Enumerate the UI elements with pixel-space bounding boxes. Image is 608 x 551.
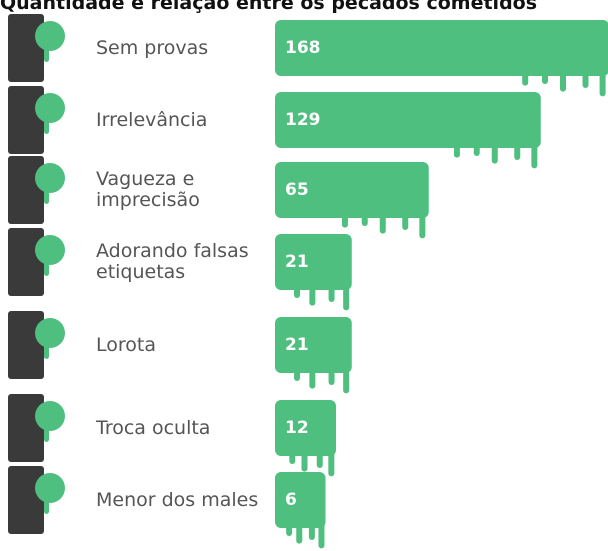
- icon: [8, 466, 44, 534]
- chart-title: Quantidade e relação entre os pecados co…: [0, 0, 538, 14]
- icon-badge: [35, 235, 65, 265]
- category-label: Lorota: [96, 333, 156, 356]
- drip: [343, 367, 350, 394]
- bar: [275, 20, 608, 76]
- drip: [419, 212, 426, 239]
- value-label: 21: [285, 252, 309, 272]
- icon: [8, 394, 44, 462]
- icon-badge: [35, 473, 65, 503]
- drip: [328, 450, 335, 477]
- value-label: 21: [285, 335, 309, 355]
- drip: [491, 142, 498, 164]
- icon-badge: [35, 163, 65, 193]
- value-label: 168: [285, 38, 321, 58]
- drip: [341, 212, 348, 228]
- drip: [289, 450, 296, 464]
- bar: [275, 234, 352, 290]
- value-label: 12: [285, 418, 309, 438]
- drip: [343, 284, 350, 311]
- category-label: Menor dos males: [96, 488, 259, 511]
- drip: [560, 70, 566, 92]
- bar: [275, 92, 541, 148]
- drip: [286, 522, 293, 536]
- drip: [582, 70, 589, 88]
- icon-drip: [44, 48, 49, 62]
- icon: [8, 228, 44, 296]
- icon-badge: [35, 318, 65, 348]
- category-label: Vagueza e imprecisão: [96, 168, 200, 211]
- drip: [296, 522, 303, 544]
- drip: [542, 70, 548, 84]
- category-label: Irrelevância: [96, 108, 208, 131]
- category-label: Adorando falsas etiquetas: [96, 240, 249, 283]
- drip: [514, 142, 521, 160]
- bar: [275, 472, 326, 528]
- icon-drip: [44, 500, 49, 514]
- icon-badge: [35, 401, 65, 431]
- icon-drip: [44, 345, 49, 359]
- drip: [379, 212, 386, 234]
- drip: [294, 367, 301, 381]
- icon-badge: [35, 21, 65, 51]
- drip: [522, 70, 529, 86]
- bar: [275, 162, 429, 218]
- category-label: Sem provas: [96, 36, 209, 59]
- drip: [294, 284, 301, 298]
- icon-drip: [44, 190, 49, 204]
- drip: [309, 284, 316, 306]
- drip: [316, 450, 323, 468]
- drip: [309, 367, 316, 389]
- drip: [531, 142, 538, 169]
- drip: [453, 142, 460, 158]
- drip: [599, 70, 606, 97]
- drip: [402, 212, 409, 230]
- icon: [8, 86, 44, 154]
- icon-badge: [35, 93, 65, 123]
- icon: [8, 14, 44, 82]
- drip: [473, 142, 480, 156]
- drip: [361, 212, 368, 226]
- drip: [308, 522, 315, 540]
- category-label: Troca oculta: [96, 416, 211, 439]
- drip: [328, 284, 335, 302]
- drip: [301, 450, 308, 472]
- drip: [318, 522, 325, 549]
- value-label: 129: [285, 110, 321, 130]
- value-label: 65: [285, 180, 309, 200]
- icon: [8, 156, 44, 224]
- bar: [275, 317, 352, 373]
- drip: [328, 367, 335, 385]
- value-label: 6: [285, 490, 297, 510]
- icon: [8, 311, 44, 379]
- icon-drip: [44, 428, 49, 442]
- icon-drip: [44, 120, 49, 134]
- bar: [275, 400, 336, 456]
- icon-drip: [44, 262, 49, 276]
